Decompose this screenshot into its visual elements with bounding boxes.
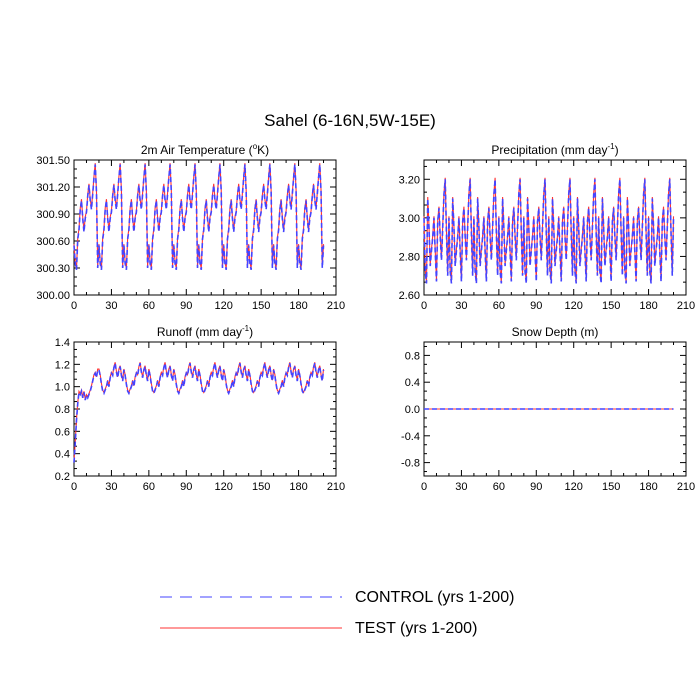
panel-title-superscript: -1: [242, 324, 250, 333]
panel-title-text: Runoff (mm day: [157, 325, 242, 339]
y-tick-label: -0.4: [401, 431, 420, 443]
x-tick-label: 210: [327, 300, 345, 312]
legend-label-control: CONTROL (yrs 1-200): [355, 589, 514, 606]
x-tick-label: 30: [455, 300, 467, 312]
x-tick-label: 60: [143, 300, 155, 312]
x-tick-label: 90: [530, 300, 542, 312]
y-tick-label: 0.4: [405, 377, 420, 389]
panel-title-suffix: ): [615, 143, 619, 157]
y-tick-label: 1.2: [55, 359, 70, 371]
x-tick-label: 180: [289, 481, 307, 493]
y-tick-label: 300.00: [36, 290, 70, 302]
y-tick-label: 300.90: [36, 209, 70, 221]
panel-title: Runoff (mm day-1): [157, 324, 253, 339]
panel-3: Runoff (mm day-1) 0 30 60 90 120 150 180 210 0.2 0…: [55, 324, 345, 493]
x-tick-label: 30: [105, 481, 117, 493]
y-tick-label: 2.80: [399, 251, 420, 263]
x-tick-label: 180: [639, 481, 657, 493]
x-tick-label: 60: [493, 300, 505, 312]
y-tick-label: 301.50: [36, 155, 70, 167]
panel-4: Snow Depth (m) 0 30 60 90 120 150 180 210 -0.8 -0.…: [401, 325, 695, 493]
x-tick-label: 30: [105, 300, 117, 312]
x-tick-label: 0: [71, 300, 77, 312]
y-tick-label: 300.60: [36, 236, 70, 248]
panel-title: Snow Depth (m): [512, 325, 599, 339]
x-tick-label: 0: [71, 481, 77, 493]
series-line-control: [73, 164, 325, 270]
panel-title-text: 2m Air Temperature (: [141, 143, 253, 157]
x-tick-label: 120: [565, 300, 583, 312]
x-tick-label: 90: [180, 481, 192, 493]
y-tick-label: 301.20: [36, 182, 70, 194]
y-tick-label: 1.0: [55, 382, 70, 394]
panel-2: Precipitation (mm day-1) 0 30 60 90 120 150 180…: [399, 142, 696, 312]
panel-title-superscript: o: [253, 142, 258, 151]
panel-title: 2m Air Temperature (oK): [141, 142, 269, 157]
x-tick-label: 60: [493, 481, 505, 493]
x-tick-label: 150: [252, 481, 270, 493]
x-tick-label: 0: [421, 481, 427, 493]
x-tick-label: 60: [143, 481, 155, 493]
series-line-control: [73, 363, 325, 463]
panel-title-text: Snow Depth (m): [512, 325, 599, 339]
y-tick-label: 0.0: [405, 404, 420, 416]
plot-frame: [73, 341, 337, 477]
x-tick-label: 210: [677, 481, 695, 493]
y-tick-label: -0.8: [401, 458, 420, 470]
x-tick-label: 120: [215, 481, 233, 493]
figure-title: Sahel (6-16N,5W-15E): [264, 111, 436, 130]
x-tick-label: 150: [602, 300, 620, 312]
y-tick-label: 0.8: [405, 350, 420, 362]
y-tick-label: 300.30: [36, 263, 70, 275]
panel-title-suffix: ): [249, 325, 253, 339]
y-tick-label: 3.20: [399, 174, 420, 186]
x-tick-label: 30: [455, 481, 467, 493]
y-tick-label: 3.00: [399, 213, 420, 225]
x-tick-label: 210: [677, 300, 695, 312]
panels: 2m Air Temperature (oK) 0 30 60 90 120 150 180 2…: [36, 142, 695, 493]
x-tick-label: 120: [565, 481, 583, 493]
x-tick-label: 120: [215, 300, 233, 312]
x-tick-label: 180: [639, 300, 657, 312]
x-tick-label: 210: [327, 481, 345, 493]
y-tick-label: 0.8: [55, 404, 70, 416]
series-line-test: [73, 362, 325, 462]
series-line-control: [423, 179, 675, 284]
x-tick-label: 90: [530, 481, 542, 493]
y-tick-label: 0.6: [55, 426, 70, 438]
panel-1: 2m Air Temperature (oK) 0 30 60 90 120 150 180 2…: [36, 142, 345, 312]
panel-title-superscript: -1: [607, 142, 615, 151]
y-tick-label: 2.60: [399, 290, 420, 302]
panel-title-text: Precipitation (mm day: [491, 143, 607, 157]
x-tick-label: 0: [421, 300, 427, 312]
panel-title: Precipitation (mm day-1): [491, 142, 618, 157]
x-tick-label: 150: [602, 481, 620, 493]
legend-label-test: TEST (yrs 1-200): [355, 620, 477, 637]
plot-frame: [73, 159, 337, 296]
x-tick-label: 90: [180, 300, 192, 312]
y-tick-label: 1.4: [55, 337, 70, 349]
y-tick-label: 0.2: [55, 471, 70, 483]
x-tick-label: 180: [289, 300, 307, 312]
y-tick-label: 0.4: [55, 449, 70, 461]
legend: CONTROL (yrs 1-200) TEST (yrs 1-200): [160, 589, 514, 637]
x-tick-label: 150: [252, 300, 270, 312]
panel-title-suffix: K): [257, 143, 269, 157]
